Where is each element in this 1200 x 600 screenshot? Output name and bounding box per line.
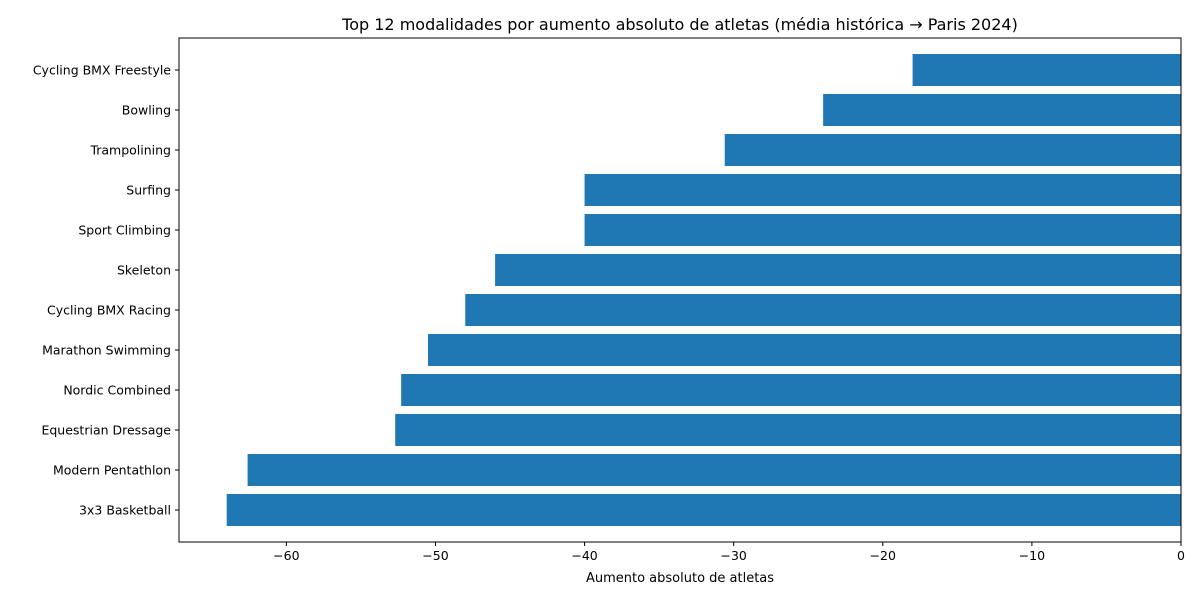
y-tick-label: Skeleton [117,263,171,278]
y-tick-label: Cycling BMX Racing [47,303,171,318]
y-tick-label: Trampolining [89,143,171,158]
x-tick-label: −60 [273,548,299,563]
y-tick-label: Sport Climbing [78,223,171,238]
x-tick-label: −40 [571,548,597,563]
y-axis: Cycling BMX Freestyle Bowling Trampolining… [33,63,179,518]
y-tick-label: Marathon Swimming [42,343,171,358]
bar-8 [401,374,1181,406]
y-tick-label: Equestrian Dressage [41,423,171,438]
bar-3 [584,174,1181,206]
bar-0 [912,54,1181,86]
x-tick-label: −10 [1019,548,1045,563]
bar-9 [395,414,1182,446]
plot-frame [178,37,1182,543]
x-tick-label: −50 [422,548,448,563]
chart-title: Top 12 modalidades por aumento absoluto … [341,15,1018,34]
x-axis-label: Aumento absoluto de atletas [586,571,774,586]
bar-5 [495,254,1181,286]
bar-11 [226,494,1181,526]
x-tick-label: 0 [1177,548,1185,563]
y-tick-label: 3x3 Basketball [79,503,171,518]
y-tick-label: Nordic Combined [63,383,171,398]
x-tick-label: −20 [870,548,896,563]
bar-7 [428,334,1182,366]
bar-10 [247,454,1181,486]
x-tick-label: −30 [720,548,746,563]
y-tick-label: Surfing [126,183,171,198]
bars-group [226,54,1182,526]
bar-6 [465,294,1181,326]
bar-4 [584,214,1181,246]
bar-1 [823,94,1181,126]
y-tick-label: Cycling BMX Freestyle [33,63,171,78]
y-tick-label: Modern Pentathlon [53,463,171,478]
y-tick-label: Bowling [122,103,171,118]
x-axis: −60 −50 −40 −30 −20 −10 0 [273,542,1185,563]
bar-2 [724,134,1181,166]
